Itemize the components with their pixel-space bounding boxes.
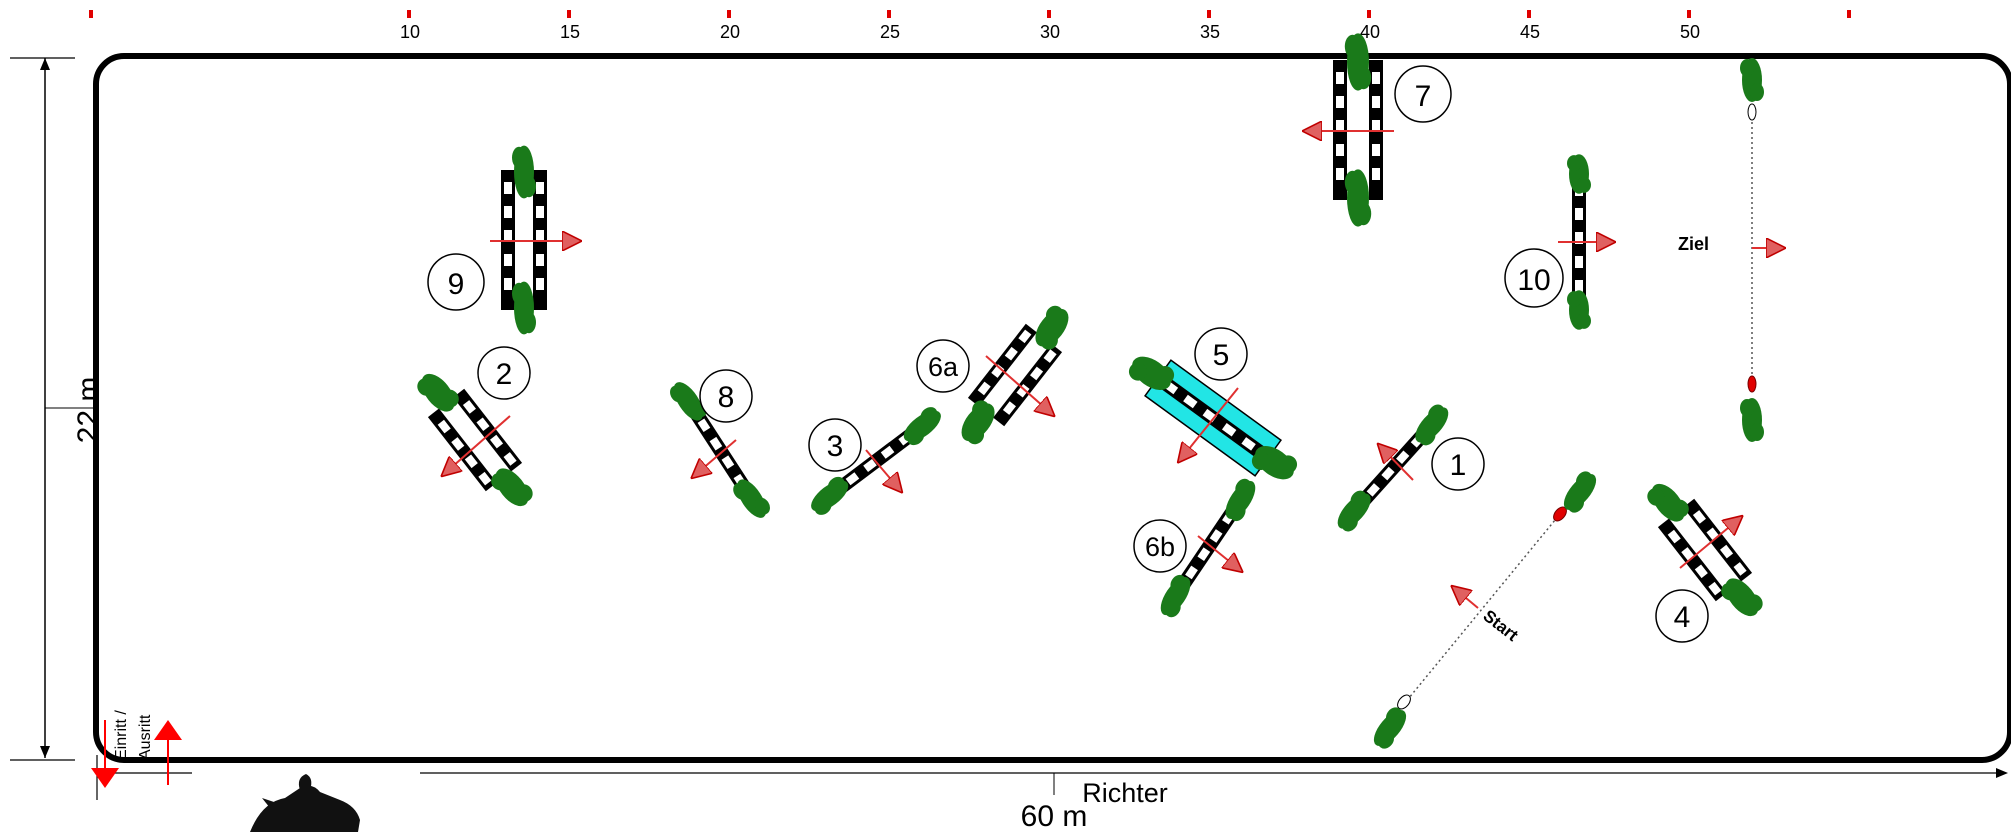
ruler-label: 15 [560,22,580,42]
obstacle-6b: 6b [1133,474,1263,622]
ruler-dot [1047,10,1051,18]
number-badge [1655,589,1709,643]
start-line: Start [1366,467,1604,753]
ruler-dot [407,10,411,18]
entry-exit: Einritt / Ausritt [91,710,182,788]
width-label: 60 m [1021,800,1088,832]
finish-line: Ziel [1678,58,1782,442]
obstacle-number: 6a [928,352,959,382]
obstacle-2: 2 [413,346,537,514]
obstacle-number: 8 [718,381,735,414]
ruler-label: 35 [1200,22,1220,42]
exit-label: Ausritt [137,714,154,760]
number-badge [699,369,753,423]
ruler-label: 50 [1680,22,1700,42]
obstacle-number: 9 [448,268,465,301]
obstacle-number: 1 [1450,449,1467,482]
number-badge [1394,65,1452,123]
obstacle-4: 4 [1643,476,1767,643]
number-badge [1133,519,1187,573]
ruler-dot [1847,10,1851,18]
number-badge [427,253,485,311]
obstacle-number: 5 [1213,339,1230,372]
finish-label: Ziel [1678,234,1709,254]
ruler-dot [1207,10,1211,18]
finish-marker-white [1747,103,1757,121]
number-badge [916,339,970,393]
height-dimension: 22 m [10,57,105,761]
direction-arrow [444,415,511,474]
obstacle-7: 7 [1306,33,1452,227]
ruler-label: 25 [880,22,900,42]
ruler-dot [1527,10,1531,18]
obstacle-10: 10 [1504,154,1612,330]
number-badge [1504,248,1564,308]
start-direction-arrow [1454,588,1479,609]
direction-arrow [1180,387,1239,460]
ruler-label: 30 [1040,22,1060,42]
number-badge [1194,327,1248,381]
direction-arrow [865,449,900,490]
ruler-label: 20 [720,22,740,42]
obstacle-1: 1 [1330,400,1485,536]
obstacle-9: 9 [427,145,578,335]
obstacle-3: 3 [804,403,948,519]
judge-label: Richter [1082,778,1168,808]
obstacle-number: 3 [827,430,844,463]
obstacle-8: 8 [666,369,774,524]
obstacle-5: 5 [1124,327,1302,489]
number-badge [477,346,531,400]
arena-boundary [93,53,2011,763]
width-dimension: 60 m Richter [96,755,2008,832]
ruler-label: 10 [400,22,420,42]
obstacle-number: 10 [1517,264,1550,297]
obstacle-6a: 6a [916,301,1077,449]
obstacle-number: 2 [496,358,513,391]
direction-arrow [985,355,1052,414]
direction-arrow [1380,446,1414,481]
horse-rider-logo [250,774,360,832]
finish-marker-red [1747,375,1757,393]
ruler-label: 45 [1520,22,1540,42]
obstacle-number: 6b [1145,532,1175,562]
ruler-dot [567,10,571,18]
obstacle-number: 4 [1674,601,1691,634]
number-badge [1431,437,1485,491]
direction-arrow [1679,518,1740,569]
ruler-dot [727,10,731,18]
ruler-dot [1687,10,1691,18]
start-marker-white [1397,694,1411,710]
height-label: 22 m [72,377,105,444]
ruler-label: 40 [1360,22,1380,42]
ruler-dot [887,10,891,18]
obstacle-number: 7 [1415,80,1432,113]
direction-arrow [1197,535,1240,570]
start-label: Start [1480,606,1522,645]
distance-ruler: 10 15 20 25 30 35 40 45 50 [89,10,1851,42]
entry-label: Einritt / [113,710,130,760]
ruler-dot [1367,10,1371,18]
direction-arrow [694,439,737,476]
ruler-dot [89,10,93,18]
number-badge [808,418,862,472]
